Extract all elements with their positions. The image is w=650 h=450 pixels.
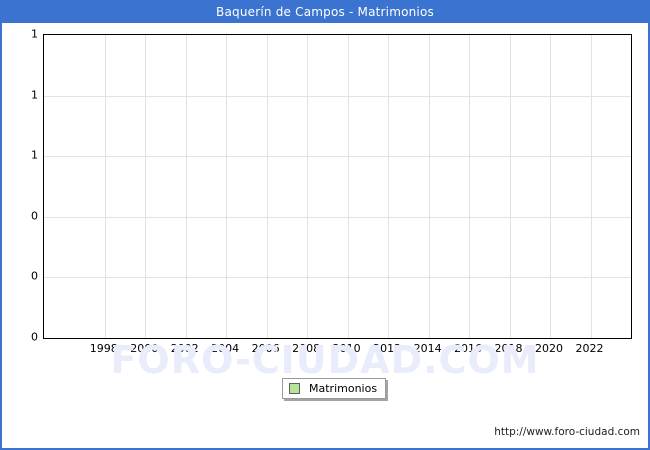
plot-area bbox=[43, 34, 632, 339]
window-title-bar: Baquerín de Campos - Matrimonios bbox=[2, 2, 648, 23]
x-axis-tick-label: 2010 bbox=[332, 342, 361, 355]
y-axis-tick-label: 1 bbox=[31, 148, 38, 162]
x-axis: 1998 2000 2002 2004 2006 2008 2010 2012 2014 2016… bbox=[43, 342, 632, 358]
x-axis-tick-label: 2020 bbox=[535, 342, 564, 355]
x-axis-tick-label: 2018 bbox=[494, 342, 523, 355]
legend-label: Matrimonios bbox=[309, 382, 378, 395]
bar-series bbox=[44, 35, 631, 338]
y-axis-tick-label: 1 bbox=[31, 27, 38, 41]
x-axis-tick-label: 2006 bbox=[251, 342, 280, 355]
x-axis-tick-label: 2022 bbox=[575, 342, 604, 355]
page-title: Baquerín de Campos - Matrimonios bbox=[216, 5, 434, 19]
y-axis-tick-label: 0 bbox=[31, 269, 38, 283]
x-axis-tick-label: 2012 bbox=[373, 342, 402, 355]
y-axis-tick-label: 1 bbox=[31, 88, 38, 102]
y-axis-tick-label: 0 bbox=[31, 209, 38, 223]
source-url: http://www.foro-ciudad.com bbox=[494, 426, 640, 438]
y-axis: 1 1 1 0 0 0 bbox=[2, 28, 38, 344]
x-axis-tick-label: 2016 bbox=[454, 342, 483, 355]
x-axis-tick-label: 1998 bbox=[89, 342, 118, 355]
x-axis-tick-label: 2014 bbox=[413, 342, 442, 355]
x-axis-tick-label: 2004 bbox=[211, 342, 240, 355]
y-axis-tick-label: 0 bbox=[31, 330, 38, 344]
x-axis-tick-label: 2008 bbox=[292, 342, 321, 355]
x-axis-tick-label: 2002 bbox=[170, 342, 199, 355]
chart-legend[interactable]: Matrimonios bbox=[282, 378, 387, 399]
x-axis-tick-label: 2000 bbox=[130, 342, 159, 355]
legend-color-swatch bbox=[289, 383, 300, 394]
